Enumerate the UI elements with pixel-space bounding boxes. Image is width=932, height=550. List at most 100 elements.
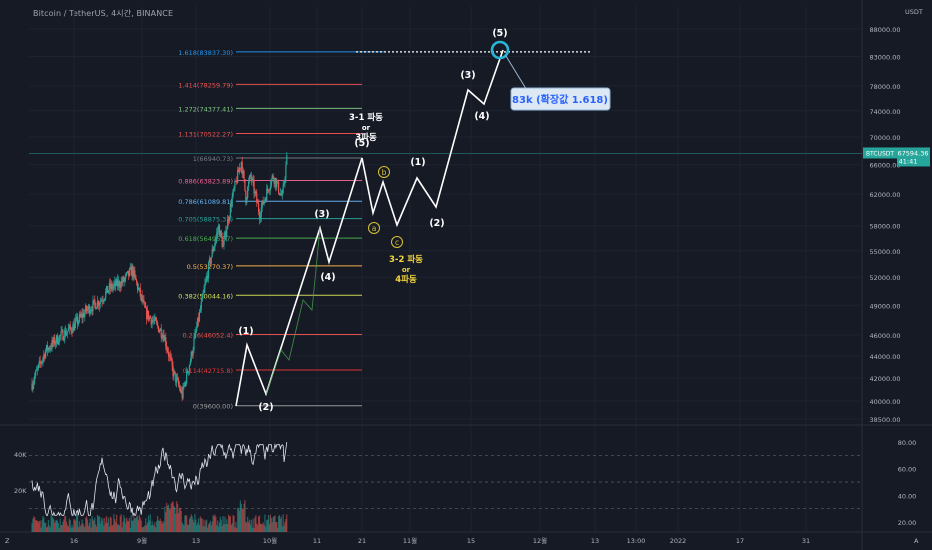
candle-body: [262, 200, 264, 205]
candle-body: [131, 266, 133, 276]
volume-bar: [265, 526, 267, 532]
volume-bar: [121, 527, 123, 532]
volume-bar: [72, 527, 74, 532]
volume-bar: [160, 521, 162, 532]
price-tick-label: 40000.00: [869, 398, 900, 406]
volume-bar: [193, 522, 195, 532]
time-tick-label: 2022: [670, 537, 687, 545]
volume-bar: [237, 508, 239, 532]
volume-bar: [185, 514, 187, 532]
candle-body: [76, 317, 79, 325]
volume-bar: [130, 515, 132, 532]
volume-bar: [106, 522, 109, 532]
candlesticks: [29, 151, 862, 402]
candle-body: [240, 161, 242, 169]
volume-bar: [210, 525, 212, 532]
volume-bar: [147, 515, 150, 532]
candle-body: [54, 337, 56, 345]
elliott-wave-path: [235, 49, 504, 407]
candle-body: [127, 270, 130, 276]
volume-bar: [206, 519, 208, 532]
candle-body: [146, 310, 149, 320]
volume-bar: [89, 518, 91, 532]
candle-body: [126, 270, 129, 273]
candle-body: [187, 370, 189, 374]
candle-body: [214, 243, 216, 248]
volume-bar: [253, 527, 255, 532]
candle-body: [89, 311, 91, 314]
volume-bar: [267, 519, 269, 532]
volume-bar: [194, 514, 196, 532]
volume-bar: [234, 527, 236, 532]
volume-bar: [282, 514, 284, 532]
volume-bar: [162, 521, 164, 532]
volume-bar: [34, 517, 36, 532]
volume-bar: [224, 516, 226, 532]
volume-bar: [111, 525, 113, 532]
candle-body: [283, 183, 285, 185]
time-tick-label: 21: [358, 537, 366, 545]
candle-body: [40, 362, 42, 364]
candle-body: [238, 167, 241, 173]
volume-bar: [198, 524, 201, 532]
candle-body: [137, 288, 140, 290]
volume-bar: [50, 514, 52, 532]
candle-body: [93, 299, 95, 301]
volume-bar: [92, 519, 94, 532]
candle-body: [49, 348, 51, 350]
volume-bar: [217, 520, 219, 532]
volume-bar: [259, 523, 262, 532]
volume-bar: [48, 525, 50, 532]
fib-level-label: 1.272(74377.41): [178, 105, 233, 113]
volume-bar: [163, 522, 165, 532]
volume-bar: [170, 503, 172, 532]
candle-body: [36, 368, 39, 370]
price-tick-label: 58000.00: [869, 223, 900, 231]
volume-bar: [204, 526, 206, 532]
candle-body: [215, 237, 217, 244]
volume-bar: [146, 522, 149, 532]
candle-body: [65, 333, 68, 336]
candle-body: [254, 191, 256, 194]
volume-bar: [153, 525, 155, 532]
annotation-text: or: [402, 266, 411, 274]
indicator-tick-label: 80.00: [898, 439, 917, 447]
volume-bar: [31, 523, 33, 532]
volume-bar: [264, 514, 266, 532]
auto-scale-button[interactable]: A: [914, 537, 919, 545]
volume-bar: [73, 519, 75, 532]
volume-bar: [249, 524, 251, 532]
candle-body: [212, 249, 214, 252]
wave-label: (3): [314, 209, 329, 220]
candle-body: [44, 354, 46, 359]
candle-body: [55, 335, 58, 343]
candle-body: [81, 314, 83, 318]
candle-body: [172, 366, 174, 377]
indicator-tick-label: 20.00: [898, 519, 917, 527]
volume-bar: [214, 514, 216, 532]
candle-body: [178, 385, 181, 388]
candle-body: [252, 178, 254, 182]
wave-label: (4): [474, 111, 489, 122]
candle-body: [141, 294, 143, 302]
candle-body: [51, 340, 53, 349]
indicator-pane: [29, 441, 862, 532]
volume-bar: [286, 514, 288, 532]
fib-level-label: 0.382(50044.16): [178, 292, 233, 300]
volume-bar: [135, 518, 137, 532]
volume-bar: [213, 516, 215, 532]
volume-bar: [56, 520, 59, 532]
volume-bar: [80, 524, 82, 532]
chart-symbol-header[interactable]: Bitcoin / TetherUS, 4시간, BINANCE: [33, 9, 174, 18]
volume-bar: [69, 520, 71, 532]
volume-bar: [277, 527, 279, 532]
volume-bar: [166, 505, 169, 532]
volume-bar: [155, 527, 157, 532]
zoom-button[interactable]: Z: [5, 537, 10, 545]
fib-level-label: 0.705(58875.31): [178, 216, 233, 224]
volume-bar: [97, 516, 100, 532]
corrective-label: c: [395, 238, 399, 247]
candle-body: [266, 188, 268, 201]
